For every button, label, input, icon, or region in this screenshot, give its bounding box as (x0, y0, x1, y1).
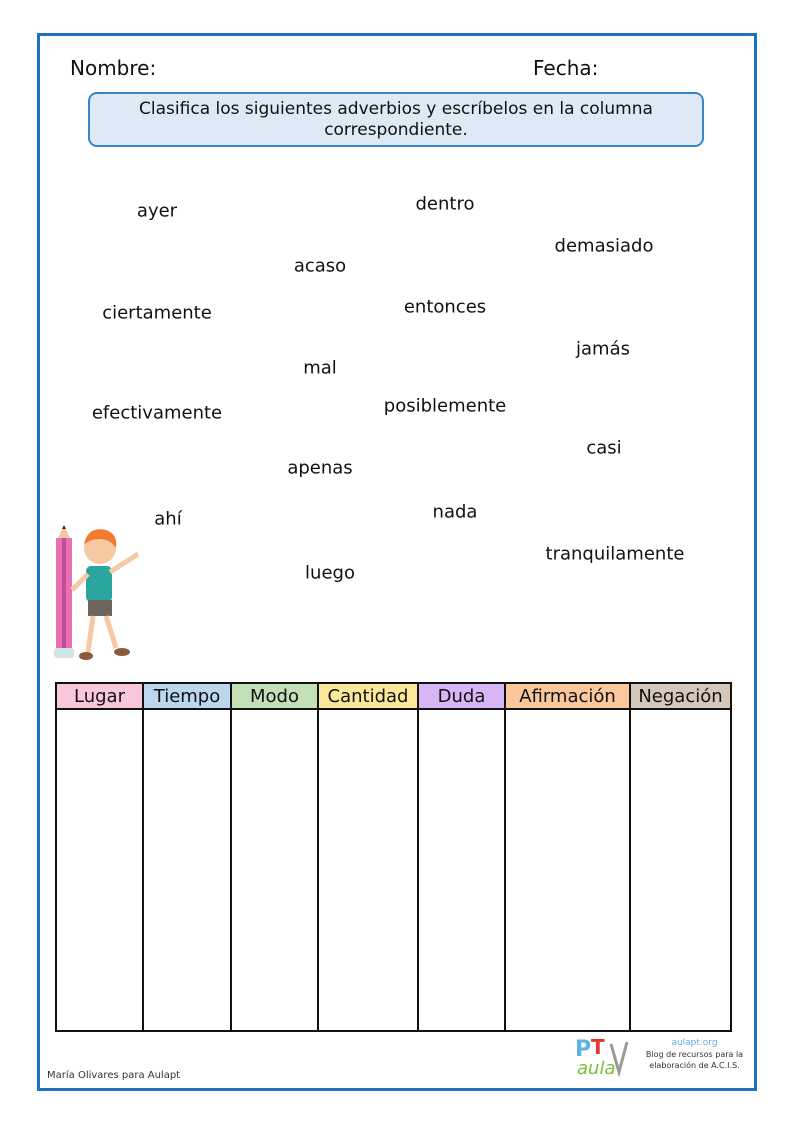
column-header-tiempo: Tiempo (142, 682, 232, 710)
table-header-row: Lugar Tiempo Modo Cantidad Duda Afirmaci… (55, 682, 732, 710)
column-header-lugar: Lugar (55, 682, 144, 710)
credit-text: María Olivares para Aulapt (47, 1070, 181, 1081)
word: jamás (576, 338, 630, 360)
word: ayer (136, 200, 178, 222)
answer-cell-lugar[interactable] (55, 708, 144, 1032)
column-header-duda: Duda (417, 682, 506, 710)
column-header-afirmacion: Afirmación (504, 682, 631, 710)
word: mal (303, 357, 337, 379)
column-header-modo: Modo (230, 682, 319, 710)
word: nada (432, 501, 478, 523)
word: ahí (154, 508, 182, 530)
column-header-cantidad: Cantidad (317, 682, 419, 710)
blog-line-1: Blog de recursos para la (645, 1050, 744, 1059)
word: dentro (415, 193, 475, 215)
classification-table: Lugar Tiempo Modo Cantidad Duda Afirmaci… (55, 682, 732, 1032)
blog-info: aulapt.org Blog de recursos para la elab… (642, 1038, 747, 1071)
answer-cell-negacion[interactable] (629, 708, 732, 1032)
svg-text:P: P (575, 1037, 591, 1062)
word: tranquilamente (545, 543, 685, 565)
column-header-negacion: Negación (629, 682, 732, 710)
blog-line-2: elaboración de A.C.I.S. (649, 1061, 740, 1070)
svg-text:T: T (591, 1035, 605, 1059)
name-label: Nombre: (70, 56, 157, 80)
instruction-box: Clasifica los siguientes adverbios y esc… (88, 92, 704, 147)
word: luego (305, 562, 355, 584)
word: entonces (403, 296, 487, 318)
word: apenas (287, 457, 353, 479)
table-row (55, 708, 732, 1032)
word: demasiado (554, 235, 654, 257)
word: acaso (293, 255, 347, 277)
word: posiblemente (383, 395, 507, 417)
answer-cell-tiempo[interactable] (142, 708, 232, 1032)
answer-cell-modo[interactable] (230, 708, 319, 1032)
boy-with-pencil-illustration (54, 525, 140, 660)
word: ciertamente (102, 302, 212, 324)
answer-cell-afirmacion[interactable] (504, 708, 631, 1032)
answer-cell-cantidad[interactable] (317, 708, 419, 1032)
aulapt-logo: P T aula (575, 1035, 629, 1078)
page-frame (37, 33, 757, 1091)
date-label: Fecha: (533, 56, 599, 80)
answer-cell-duda[interactable] (417, 708, 506, 1032)
site-link[interactable]: aulapt.org (671, 1038, 718, 1048)
word: efectivamente (91, 402, 223, 424)
svg-text:aula: aula (577, 1058, 615, 1078)
word: casi (586, 437, 622, 459)
